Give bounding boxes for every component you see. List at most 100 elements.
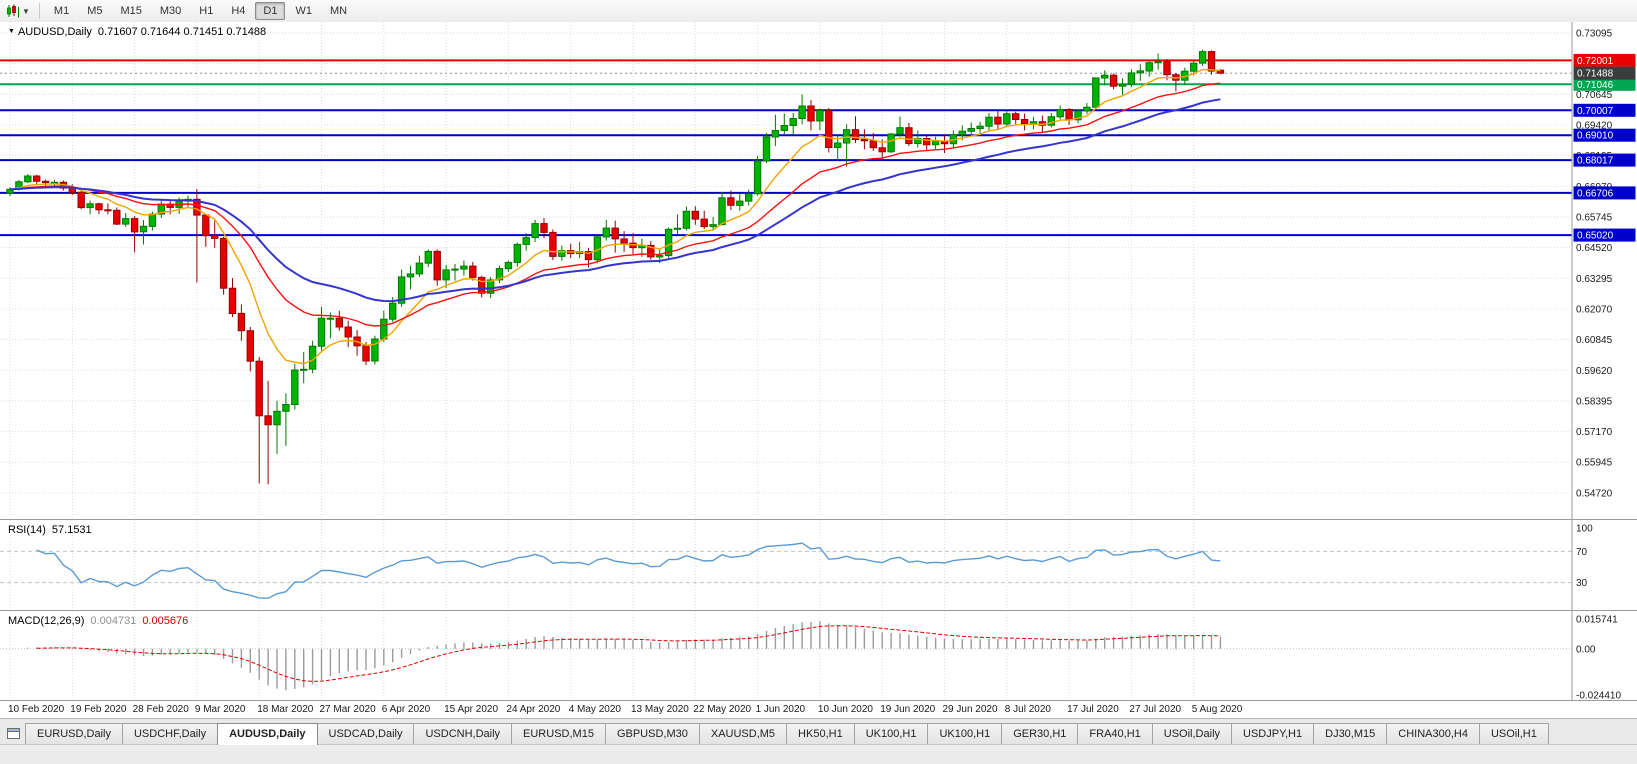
candle-body: [24, 175, 32, 183]
chart-tab-audusd-daily[interactable]: AUDUSD,Daily: [217, 723, 318, 745]
macd-signal-value: 0.005676: [142, 615, 189, 627]
candle: [86, 200, 94, 215]
chart-tab-fra40-h1[interactable]: FRA40,H1: [1077, 723, 1153, 745]
timeframe-button-m1[interactable]: M1: [53, 5, 70, 17]
chart-tab-usoil-daily[interactable]: USOil,Daily: [1151, 723, 1233, 745]
candle: [344, 320, 352, 347]
window-list-icon[interactable]: [3, 723, 23, 743]
candle: [219, 236, 228, 295]
macd-title: MACD(12,26,9) 0.004731 0.005676: [8, 615, 188, 627]
candle-body: [967, 128, 975, 132]
candle: [95, 202, 103, 215]
candle-body: [237, 312, 246, 332]
chart-tab-usdcad-daily[interactable]: USDCAD,Daily: [316, 723, 415, 745]
time-axis-label: 8 Jul 2020: [1004, 704, 1051, 715]
candle-body: [682, 210, 691, 229]
timeframe-button-m15[interactable]: M15: [120, 5, 142, 17]
chart-context-icon[interactable]: ▼: [8, 28, 15, 35]
candle: [1118, 78, 1127, 95]
price-badge-0.70007: 0.70007: [1573, 103, 1636, 117]
chart-tab-usdchf-daily[interactable]: USDCHF,Daily: [121, 723, 219, 745]
chart-tab-usdcnh-daily[interactable]: USDCNH,Daily: [413, 723, 513, 745]
candle: [41, 179, 50, 187]
price-chart-panel: 0.730950.718700.706450.694200.681950.669…: [0, 22, 1637, 519]
chart-tab-china300-h4[interactable]: CHINA300,H4: [1386, 723, 1480, 745]
timeframe-button-h1[interactable]: H1: [199, 5, 214, 17]
candle-body: [273, 410, 281, 426]
rsi-label: RSI(14): [8, 524, 46, 536]
candle-body: [1012, 113, 1020, 120]
candle: [211, 220, 219, 248]
price-tick-label: 0.70645: [1576, 90, 1613, 101]
candle: [967, 122, 975, 136]
candle-body: [816, 110, 824, 122]
candle-body: [211, 235, 219, 239]
candle-body: [380, 318, 388, 340]
timeframe-button-mn[interactable]: MN: [329, 5, 348, 17]
chart-tab-xauusd-m5[interactable]: XAUUSD,M5: [698, 723, 788, 745]
chart-tab-uk100-h1[interactable]: UK100,H1: [853, 723, 929, 745]
candle-body: [1198, 51, 1207, 64]
candle: [442, 264, 450, 289]
candle: [1172, 73, 1180, 92]
time-axis-label: 15 Apr 2020: [444, 704, 499, 715]
candle: [1074, 109, 1082, 123]
chart-tab-usoil-h1[interactable]: USOil,H1: [1478, 723, 1549, 745]
chart-tab-eurusd-m15[interactable]: EURUSD,M15: [511, 723, 606, 745]
time-axis-label: 10 Jun 2020: [817, 704, 873, 715]
timeframe-button-m30[interactable]: M30: [159, 5, 182, 17]
candle: [1207, 50, 1216, 75]
chart-tab-hk50-h1[interactable]: HK50,H1: [786, 723, 855, 745]
chart-tab-dj30-m15[interactable]: DJ30,M15: [1313, 723, 1388, 745]
candle: [469, 261, 477, 281]
price-tick-label: 0.62070: [1576, 304, 1613, 315]
candle-body: [940, 141, 949, 145]
candle-body: [700, 218, 708, 228]
chart-tab-ger30-h1[interactable]: GER30,H1: [1001, 723, 1079, 745]
rsi-value: 57.1531: [51, 524, 92, 536]
candle-body: [798, 105, 806, 119]
candle: [1047, 112, 1055, 128]
candle: [317, 306, 326, 351]
candle-body: [139, 225, 148, 233]
timeframe-button-w1[interactable]: W1: [295, 5, 312, 17]
chart-tab-usdjpy-h1[interactable]: USDJPY,H1: [1231, 723, 1315, 745]
candle-body: [522, 237, 530, 245]
candle: [1154, 53, 1162, 70]
candle: [798, 94, 806, 125]
timeframe-button-d1[interactable]: D1: [255, 2, 286, 20]
macd-scale-max: 0.015741: [1576, 615, 1618, 626]
chart-type-candlestick-icon[interactable]: [4, 3, 22, 19]
price-chart-canvas[interactable]: 0.730950.718700.706450.694200.681950.669…: [0, 22, 1637, 519]
candle-body: [371, 338, 379, 362]
timeframe-button-h4[interactable]: H4: [231, 5, 246, 17]
candle: [940, 135, 949, 154]
candle-body: [584, 251, 593, 261]
chart-tab-gbpusd-m30[interactable]: GBPUSD,M30: [604, 723, 700, 745]
candle-body: [611, 227, 619, 240]
macd-canvas[interactable]: 0.015741 0.00 -0.024410: [0, 611, 1637, 701]
rsi-canvas[interactable]: 100 70 30: [0, 520, 1637, 611]
macd-indicator-panel: 0.015741 0.00 -0.024410 MACD(12,26,9) 0.004…: [0, 610, 1637, 701]
candle-body: [1074, 110, 1082, 121]
candle-body: [851, 129, 860, 140]
candle: [451, 263, 459, 281]
time-axis-label: 24 Apr 2020: [506, 704, 561, 715]
candle-body: [718, 197, 726, 226]
candle: [976, 121, 984, 136]
chart-type-dropdown-icon[interactable]: ▼: [22, 6, 30, 16]
candle: [851, 116, 860, 144]
chart-tab-uk100-h1[interactable]: UK100,H1: [927, 723, 1003, 745]
chart-tab-eurusd-daily[interactable]: EURUSD,Daily: [25, 723, 123, 745]
candle-body: [300, 368, 308, 371]
candle-body: [691, 210, 699, 220]
candle-body: [736, 200, 744, 206]
candle-body: [1047, 116, 1055, 126]
candle-body: [282, 404, 290, 412]
timeframe-button-m5[interactable]: M5: [87, 5, 103, 17]
candle-body: [335, 317, 344, 328]
price-badge-0.71046-bg: [1573, 77, 1636, 91]
candle-body: [771, 130, 780, 138]
candle-body: [291, 369, 299, 405]
candle: [647, 241, 655, 260]
